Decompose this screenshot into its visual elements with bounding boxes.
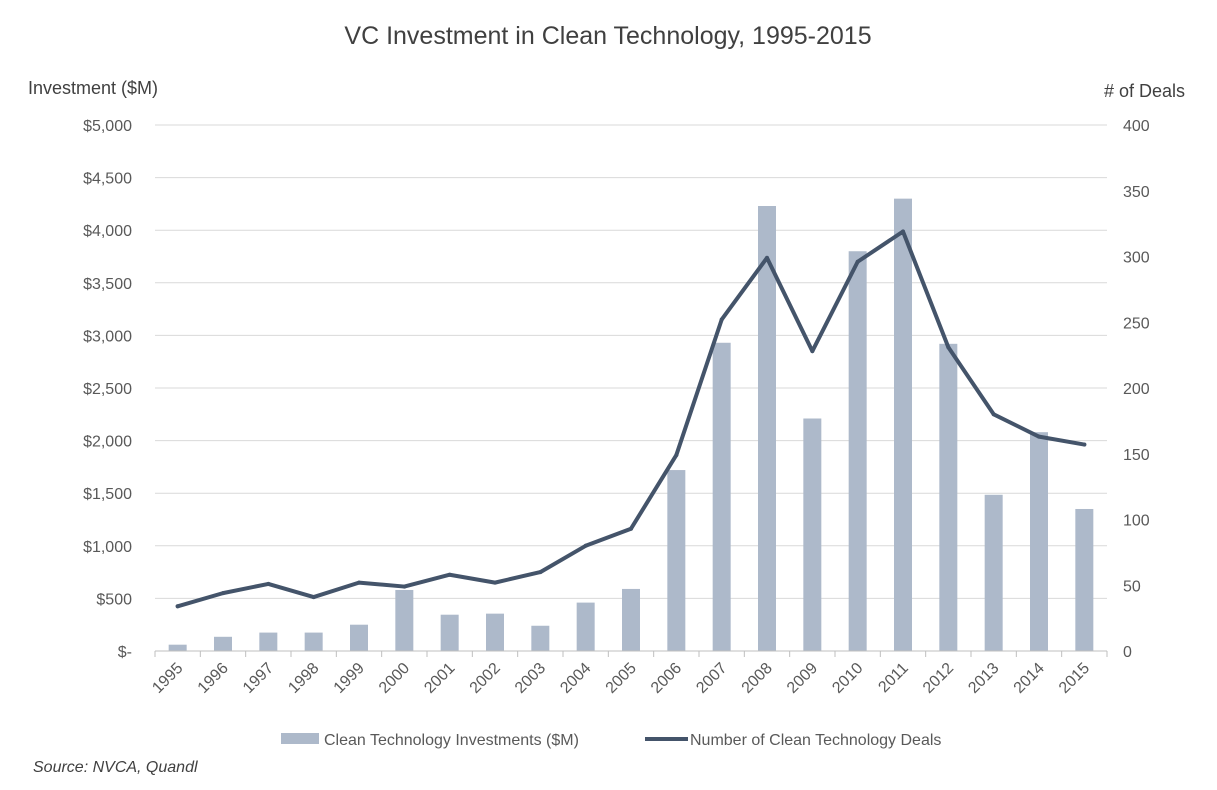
x-tick-label: 2004 — [557, 660, 594, 697]
deals-point — [901, 229, 905, 234]
deals-point — [447, 572, 452, 577]
right-tick-label: 50 — [1123, 578, 1141, 595]
right-tick-label: 250 — [1123, 315, 1150, 332]
x-tick-label: 2007 — [693, 660, 730, 697]
right-tick-label: 100 — [1123, 513, 1150, 530]
right-tick-label: 300 — [1123, 250, 1150, 267]
bar — [939, 343, 958, 651]
x-tick-label: 2012 — [920, 660, 957, 697]
bar — [848, 251, 867, 652]
right-tick-label: 350 — [1123, 184, 1150, 201]
bar — [758, 206, 776, 651]
x-tick-label: 2003 — [512, 660, 549, 697]
left-tick-label: $5,000 — [83, 118, 132, 135]
x-tick-label: 2013 — [965, 660, 1002, 697]
x-tick-label: 1999 — [331, 660, 368, 697]
deals-point — [719, 317, 724, 322]
x-tick-label: 2000 — [376, 660, 413, 697]
deals-point — [674, 453, 679, 458]
deals-point — [175, 604, 180, 609]
bar — [984, 494, 1003, 651]
left-tick-label: $4,500 — [83, 171, 132, 188]
x-axis: 1995 1996 1997 1998 1999 2000 2001 2002 2003 2004… — [149, 650, 1108, 697]
x-tick-label: 2015 — [1056, 660, 1093, 697]
legend: Clean Technology Investments ($M) Number… — [281, 732, 941, 749]
left-tick-label: $4,000 — [83, 223, 132, 240]
deals-point — [855, 259, 860, 264]
x-tick-label: 1997 — [240, 660, 277, 697]
x-tick-label: 2009 — [784, 660, 821, 697]
deals-point — [946, 345, 951, 350]
bar — [1075, 508, 1094, 651]
left-tick-label: $2,000 — [83, 434, 132, 451]
bar — [395, 589, 414, 651]
x-tick-label: 1995 — [149, 660, 186, 697]
deals-point — [765, 255, 769, 260]
right-tick-label: 200 — [1123, 381, 1150, 398]
x-tick-label: 2010 — [829, 660, 866, 697]
deals-point — [311, 595, 316, 600]
legend-line-label: Number of Clean Technology Deals — [690, 732, 941, 749]
investment-bars — [168, 198, 1094, 652]
deals-point — [266, 581, 271, 586]
bar — [1030, 432, 1048, 651]
left-tick-label: $1,000 — [83, 539, 132, 556]
right-axis-title: # of Deals — [1104, 81, 1185, 101]
deals-point — [1037, 434, 1041, 439]
deals-point — [583, 543, 588, 548]
bar — [214, 636, 232, 651]
x-tick-label: 1996 — [195, 660, 232, 697]
x-tick-label: 2005 — [603, 660, 640, 697]
bar — [622, 588, 640, 651]
deals-point — [629, 526, 633, 531]
x-tick-label: 2006 — [648, 660, 685, 697]
source-note: Source: NVCA, Quandl — [33, 759, 198, 776]
left-tick-label: $500 — [96, 591, 132, 608]
left-tick-label: $2,500 — [83, 381, 132, 398]
deals-point — [221, 591, 225, 596]
bar — [803, 418, 822, 651]
left-tick-label: $1,500 — [83, 486, 132, 503]
bar — [531, 625, 550, 651]
bar — [304, 632, 323, 651]
deals-point — [357, 580, 361, 585]
deals-point — [402, 584, 407, 589]
bar — [350, 624, 368, 651]
bar — [486, 613, 504, 651]
bar — [667, 470, 686, 651]
left-tick-label: $- — [118, 644, 132, 661]
left-axis-title: Investment ($M) — [28, 78, 158, 98]
deals-line-series — [175, 229, 1087, 609]
deals-point — [1082, 442, 1087, 447]
legend-bar-label: Clean Technology Investments ($M) — [324, 732, 579, 749]
x-tick-label: 2001 — [421, 660, 458, 697]
bar — [712, 342, 731, 651]
x-tick-label: 2002 — [467, 660, 504, 697]
x-tick-label: 2011 — [875, 660, 911, 696]
deals-point — [538, 570, 543, 575]
x-tick-label: 2014 — [1011, 660, 1048, 697]
x-tick-label: 1998 — [285, 660, 322, 697]
deals-point — [991, 412, 996, 417]
gridlines — [155, 124, 1107, 599]
right-tick-label: 0 — [1123, 644, 1132, 661]
left-axis: $- $500 $1,000 $1,500 $2,000 $2,500 $3,000 $3,5… — [83, 118, 132, 661]
x-tick-label: 2008 — [739, 660, 776, 697]
bar — [894, 198, 912, 651]
chart-title: VC Investment in Clean Technology, 1995-… — [344, 22, 871, 50]
bar — [259, 632, 278, 651]
left-tick-label: $3,000 — [83, 328, 132, 345]
bar — [576, 602, 595, 651]
right-axis: 0 50 100 150 200 250 300 350 400 — [1123, 118, 1150, 661]
left-tick-label: $3,500 — [83, 276, 132, 293]
right-tick-label: 400 — [1123, 118, 1150, 135]
right-tick-label: 150 — [1123, 447, 1150, 464]
bar — [168, 644, 187, 651]
bar — [440, 614, 459, 651]
deals-point — [493, 580, 497, 585]
legend-bar-swatch — [281, 733, 319, 744]
deals-point — [810, 349, 815, 354]
